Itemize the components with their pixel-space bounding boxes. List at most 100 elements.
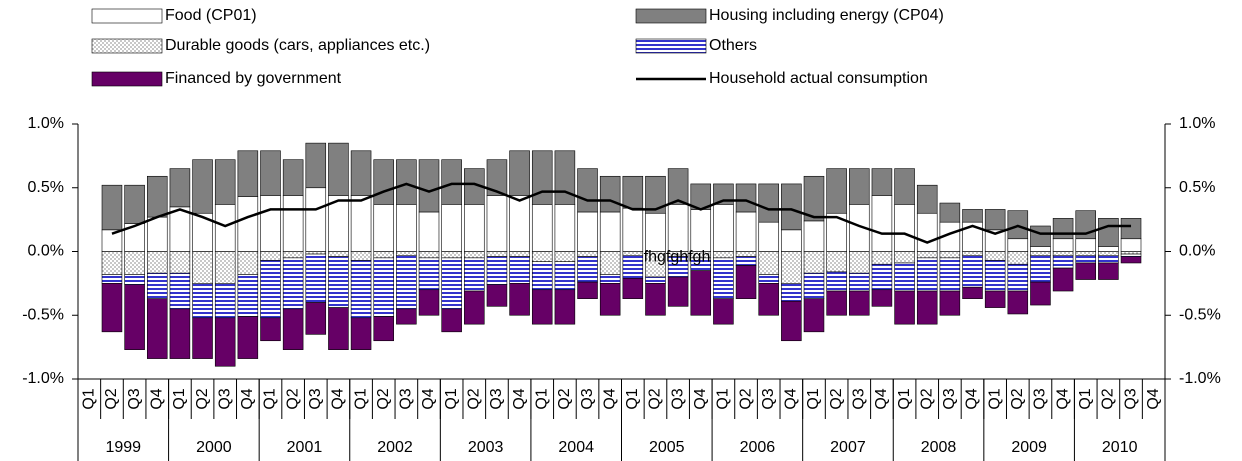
x-tick-label: Q4 [239, 388, 256, 409]
bar-segment [1030, 225, 1051, 247]
bar-segment [531, 204, 553, 252]
x-tick-label: Q1 [624, 388, 641, 409]
bar-segment [871, 263, 893, 291]
bar-segment [373, 257, 394, 317]
bar-segment [577, 256, 598, 283]
bar-segment [305, 187, 327, 252]
bar-segment [486, 251, 508, 257]
bar-segment [939, 251, 961, 259]
bar-segment [1052, 251, 1074, 256]
bar-segment [871, 251, 893, 265]
bar-segment [464, 251, 485, 259]
bar-segment [237, 274, 259, 317]
group-label: 2000 [196, 439, 232, 456]
bar-segment [350, 150, 372, 196]
bar-segment [509, 195, 530, 252]
bar-segment [1098, 218, 1119, 247]
bar-segment [214, 159, 236, 205]
bar-segment [282, 251, 304, 259]
bar-segment [826, 168, 847, 214]
bar-segment [894, 168, 915, 205]
bar-segment [939, 290, 961, 316]
x-tick-label: Q4 [873, 388, 890, 409]
bar-segment [1007, 251, 1029, 265]
bar-segment [849, 168, 870, 205]
bar-segment [282, 257, 304, 310]
bar-segment [418, 159, 440, 213]
bar-segment [1098, 262, 1119, 280]
x-tick-label: Q4 [148, 388, 165, 409]
x-tick-label: Q1 [533, 388, 550, 409]
bar-segment [849, 251, 870, 274]
bar-segment [939, 202, 961, 223]
bar-segment [781, 300, 802, 342]
bar-segment [1052, 238, 1074, 252]
x-tick-label: Q2 [918, 388, 935, 409]
bar-segment [373, 251, 394, 259]
bar-segment [577, 168, 598, 213]
x-tick-label: Q4 [420, 388, 437, 409]
x-tick-label: Q3 [488, 388, 505, 409]
bar-segment [599, 251, 621, 275]
bar-segment [509, 283, 530, 316]
bar-segment [916, 251, 938, 259]
legend-swatch [635, 38, 707, 54]
x-tick-label: Q3 [1122, 388, 1139, 409]
bar-segment [1030, 281, 1051, 306]
bar-segment [1007, 263, 1029, 292]
x-tick-label: Q3 [398, 388, 415, 409]
bar-segment [169, 308, 191, 359]
x-tick-label: Q3 [760, 388, 777, 409]
bar-segment [146, 298, 168, 359]
bar-segment [645, 212, 666, 252]
annotation: fhgfghfgh [644, 249, 711, 266]
bar-segment [781, 229, 802, 252]
bar-segment [192, 159, 213, 214]
bar-segment [305, 251, 327, 255]
bar-segment [871, 195, 893, 252]
x-tick-label: Q3 [669, 388, 686, 409]
bar-segment [1075, 251, 1097, 256]
y-tick-label: -0.5% [22, 306, 64, 323]
bar-segment [396, 255, 417, 310]
x-tick-label: Q1 [805, 388, 822, 409]
bar-segment [577, 211, 598, 252]
bar-segment [237, 316, 259, 359]
bar-segment [690, 270, 712, 316]
bar-segment [328, 142, 349, 196]
x-tick-label: Q3 [579, 388, 596, 409]
y-tick-label: 1.0% [28, 115, 64, 132]
bar-segment [486, 159, 508, 196]
bar-segment [803, 298, 825, 333]
bar-segment [509, 150, 530, 196]
group-label: 2006 [740, 439, 776, 456]
x-tick-label: Q1 [715, 388, 732, 409]
x-tick-label: Q2 [466, 388, 483, 409]
group-label: 2003 [468, 439, 504, 456]
bar-segment [667, 276, 689, 307]
x-tick-label: Q2 [737, 388, 754, 409]
x-tick-label: Q3 [851, 388, 868, 409]
bar-segment [1120, 218, 1142, 240]
bar-segment [758, 274, 779, 284]
x-tick-label: Q4 [330, 388, 347, 409]
bar-segment [441, 159, 462, 205]
bar-segment [124, 274, 145, 285]
bar-segment [328, 256, 349, 308]
bar-segment [328, 251, 349, 257]
bar-segment [1120, 238, 1142, 252]
bar-segment [396, 159, 417, 205]
legend-swatch [91, 38, 163, 54]
legend-swatch [635, 8, 707, 24]
bar-segment [826, 290, 847, 316]
x-tick-label: Q3 [941, 388, 958, 409]
bar-segment [1030, 251, 1051, 256]
bar-segment [146, 175, 168, 218]
bar-segment [735, 256, 757, 266]
y-tick-label: 0.5% [28, 179, 64, 196]
bar-segment [894, 262, 915, 292]
bar-segment [169, 251, 191, 274]
bar-segment [192, 317, 213, 359]
x-tick-label: Q4 [511, 388, 528, 409]
